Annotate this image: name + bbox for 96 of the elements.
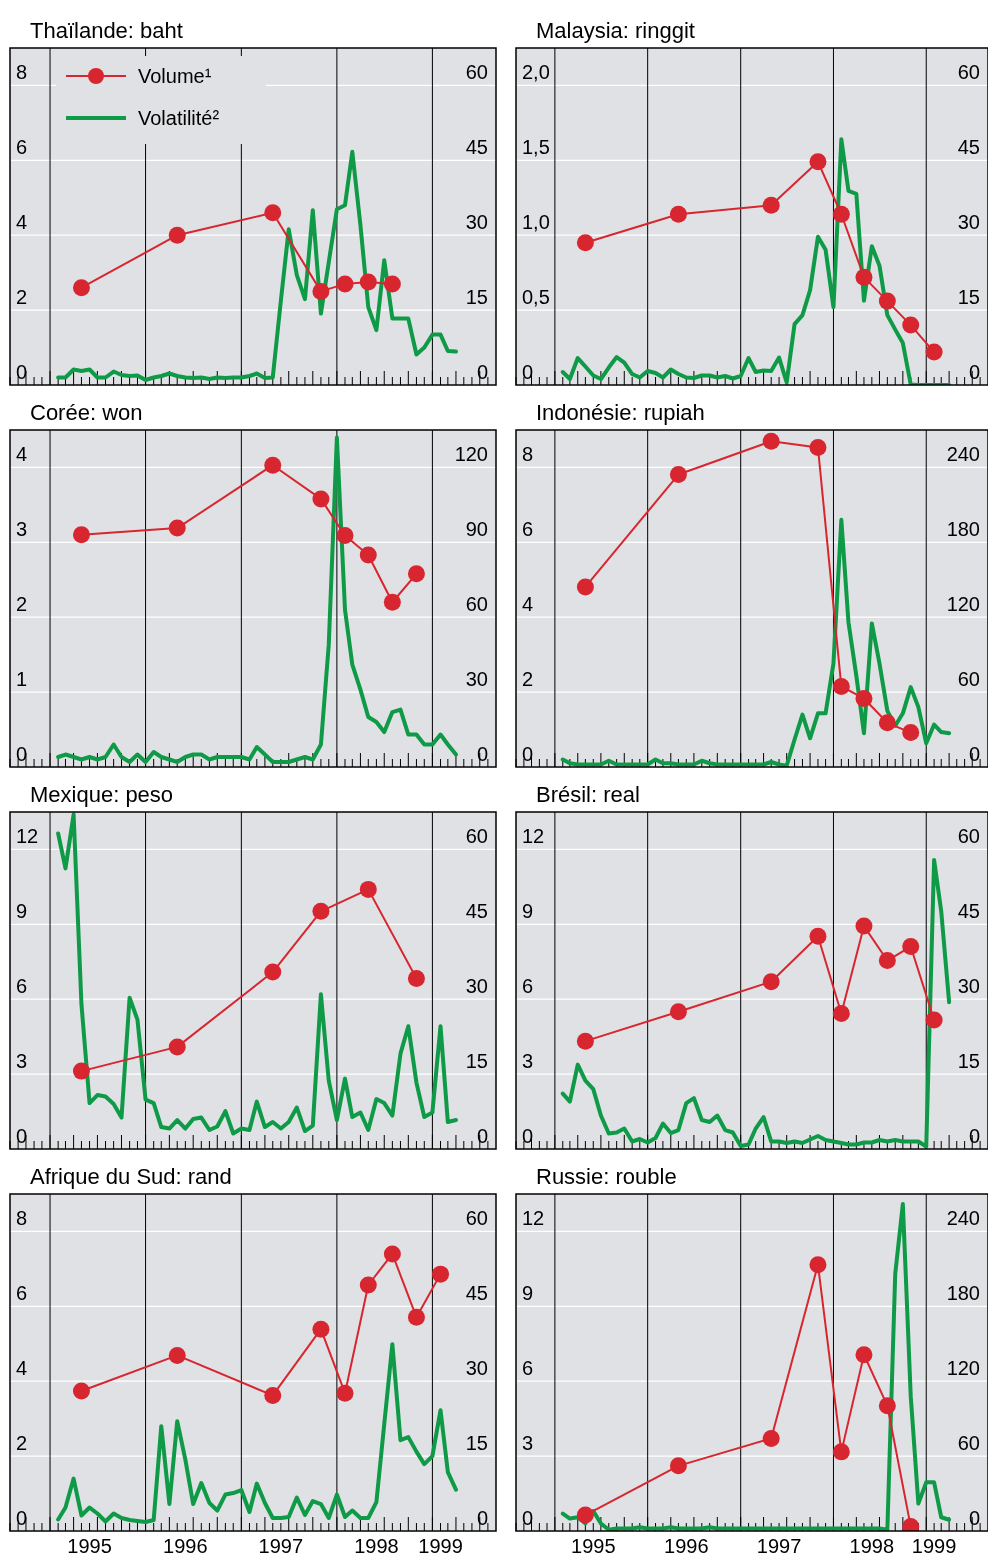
y2-tick-label: 45 xyxy=(465,900,488,923)
y-tick-label: 9 xyxy=(522,1282,534,1305)
y2-tick-label: 60 xyxy=(465,825,488,848)
x-tick-label: 1998 xyxy=(354,1535,399,1555)
y-tick-label: 12 xyxy=(522,1207,545,1230)
y2-tick-label: 180 xyxy=(946,1282,980,1305)
y2-tick-label: 60 xyxy=(465,61,488,84)
y2-tick-label: 240 xyxy=(946,1207,980,1230)
y-tick-label: 6 xyxy=(16,136,28,159)
y2-tick-label: 0 xyxy=(968,743,980,765)
y2-tick-label: 45 xyxy=(465,1282,488,1305)
y-tick-label: 9 xyxy=(522,900,534,923)
x-tick-label: 1999 xyxy=(418,1535,463,1555)
y-tick-label: 4 xyxy=(522,593,534,616)
y-tick-label: 6 xyxy=(522,518,534,541)
chart-title: Mexique: peso xyxy=(30,782,174,807)
y-tick-label: 2 xyxy=(16,593,28,616)
y-tick-label: 0 xyxy=(16,361,28,383)
chart-title: Indonésie: rupiah xyxy=(536,400,705,425)
y-tick-label: 8 xyxy=(16,61,28,84)
x-tick-label: 1999 xyxy=(911,1535,957,1555)
y2-tick-label: 15 xyxy=(957,1050,980,1073)
y2-tick-label: 120 xyxy=(946,1357,980,1380)
chart-title: Malaysia: ringgit xyxy=(536,18,695,43)
y-tick-label: 6 xyxy=(522,1357,534,1380)
y2-tick-label: 0 xyxy=(476,361,488,383)
y2-tick-label: 60 xyxy=(957,668,980,691)
y2-tick-label: 90 xyxy=(465,518,488,541)
y-tick-label: 3 xyxy=(522,1432,534,1455)
y2-tick-label: 30 xyxy=(465,668,488,691)
y-tick-label: 8 xyxy=(522,443,534,466)
y2-tick-label: 0 xyxy=(968,1125,980,1147)
y2-tick-label: 120 xyxy=(454,443,488,466)
chart-title: Russie: rouble xyxy=(536,1164,677,1189)
y-tick-label: 2,0 xyxy=(522,61,550,84)
y2-tick-label: 45 xyxy=(465,136,488,159)
chart-title: Afrique du Sud: rand xyxy=(30,1164,232,1189)
legend-label: Volume¹ xyxy=(138,65,212,87)
y-tick-label: 3 xyxy=(522,1050,534,1073)
chart-title: Thaïlande: baht xyxy=(30,18,183,43)
y-tick-label: 4 xyxy=(16,211,28,234)
y2-tick-label: 45 xyxy=(957,136,980,159)
y-tick-label: 0 xyxy=(16,743,28,765)
y-tick-label: 2 xyxy=(16,1432,28,1455)
y-tick-label: 12 xyxy=(522,825,545,848)
y-tick-label: 6 xyxy=(16,1282,28,1305)
y2-tick-label: 15 xyxy=(465,1050,488,1073)
y2-tick-label: 60 xyxy=(957,1432,980,1455)
y-tick-label: 8 xyxy=(16,1207,28,1230)
y-tick-label: 1,5 xyxy=(522,136,550,159)
y-tick-label: 4 xyxy=(16,443,28,466)
x-tick-label: 1998 xyxy=(849,1535,895,1555)
y2-tick-label: 30 xyxy=(465,1357,488,1380)
chart-title: Brésil: real xyxy=(536,782,640,807)
y-tick-label: 4 xyxy=(16,1357,28,1380)
y2-tick-label: 15 xyxy=(465,1432,488,1455)
y2-tick-label: 45 xyxy=(957,900,980,923)
x-tick-label: 1995 xyxy=(67,1535,112,1555)
y-tick-label: 3 xyxy=(16,1050,28,1073)
y2-tick-label: 120 xyxy=(946,593,980,616)
x-tick-label: 1995 xyxy=(571,1535,616,1555)
y2-tick-label: 180 xyxy=(946,518,980,541)
legend-label: Volatilité² xyxy=(138,107,220,129)
y-tick-label: 2 xyxy=(522,668,534,691)
x-tick-label: 1996 xyxy=(163,1535,208,1555)
y2-tick-label: 0 xyxy=(968,361,980,383)
y2-tick-label: 30 xyxy=(465,975,488,998)
y-tick-label: 2 xyxy=(16,286,28,309)
x-tick-label: 1997 xyxy=(756,1535,802,1555)
y2-tick-label: 15 xyxy=(465,286,488,309)
y2-tick-label: 60 xyxy=(957,825,980,848)
y-tick-label: 0 xyxy=(16,1507,28,1529)
y2-tick-label: 30 xyxy=(465,211,488,234)
y2-tick-label: 30 xyxy=(957,211,980,234)
y-tick-label: 9 xyxy=(16,900,28,923)
chart-title: Corée: won xyxy=(30,400,143,425)
y2-tick-label: 0 xyxy=(968,1507,980,1529)
x-tick-label: 1997 xyxy=(258,1535,304,1555)
y2-tick-label: 15 xyxy=(957,286,980,309)
y-tick-label: 1 xyxy=(16,668,28,691)
y-tick-label: 3 xyxy=(16,518,28,541)
y2-tick-label: 0 xyxy=(476,1125,488,1147)
y-tick-label: 0,5 xyxy=(522,286,550,309)
y2-tick-label: 240 xyxy=(946,443,980,466)
y-tick-label: 1,0 xyxy=(522,211,550,234)
y-tick-label: 6 xyxy=(16,975,28,998)
y-tick-label: 0 xyxy=(16,1125,28,1147)
y2-tick-label: 60 xyxy=(957,61,980,84)
y-tick-label: 6 xyxy=(522,975,534,998)
y2-tick-label: 60 xyxy=(465,593,488,616)
y2-tick-label: 0 xyxy=(476,743,488,765)
y2-tick-label: 60 xyxy=(465,1207,488,1230)
y-tick-label: 12 xyxy=(16,825,39,848)
y2-tick-label: 30 xyxy=(957,975,980,998)
x-tick-label: 1996 xyxy=(664,1535,709,1555)
y2-tick-label: 0 xyxy=(476,1507,488,1529)
